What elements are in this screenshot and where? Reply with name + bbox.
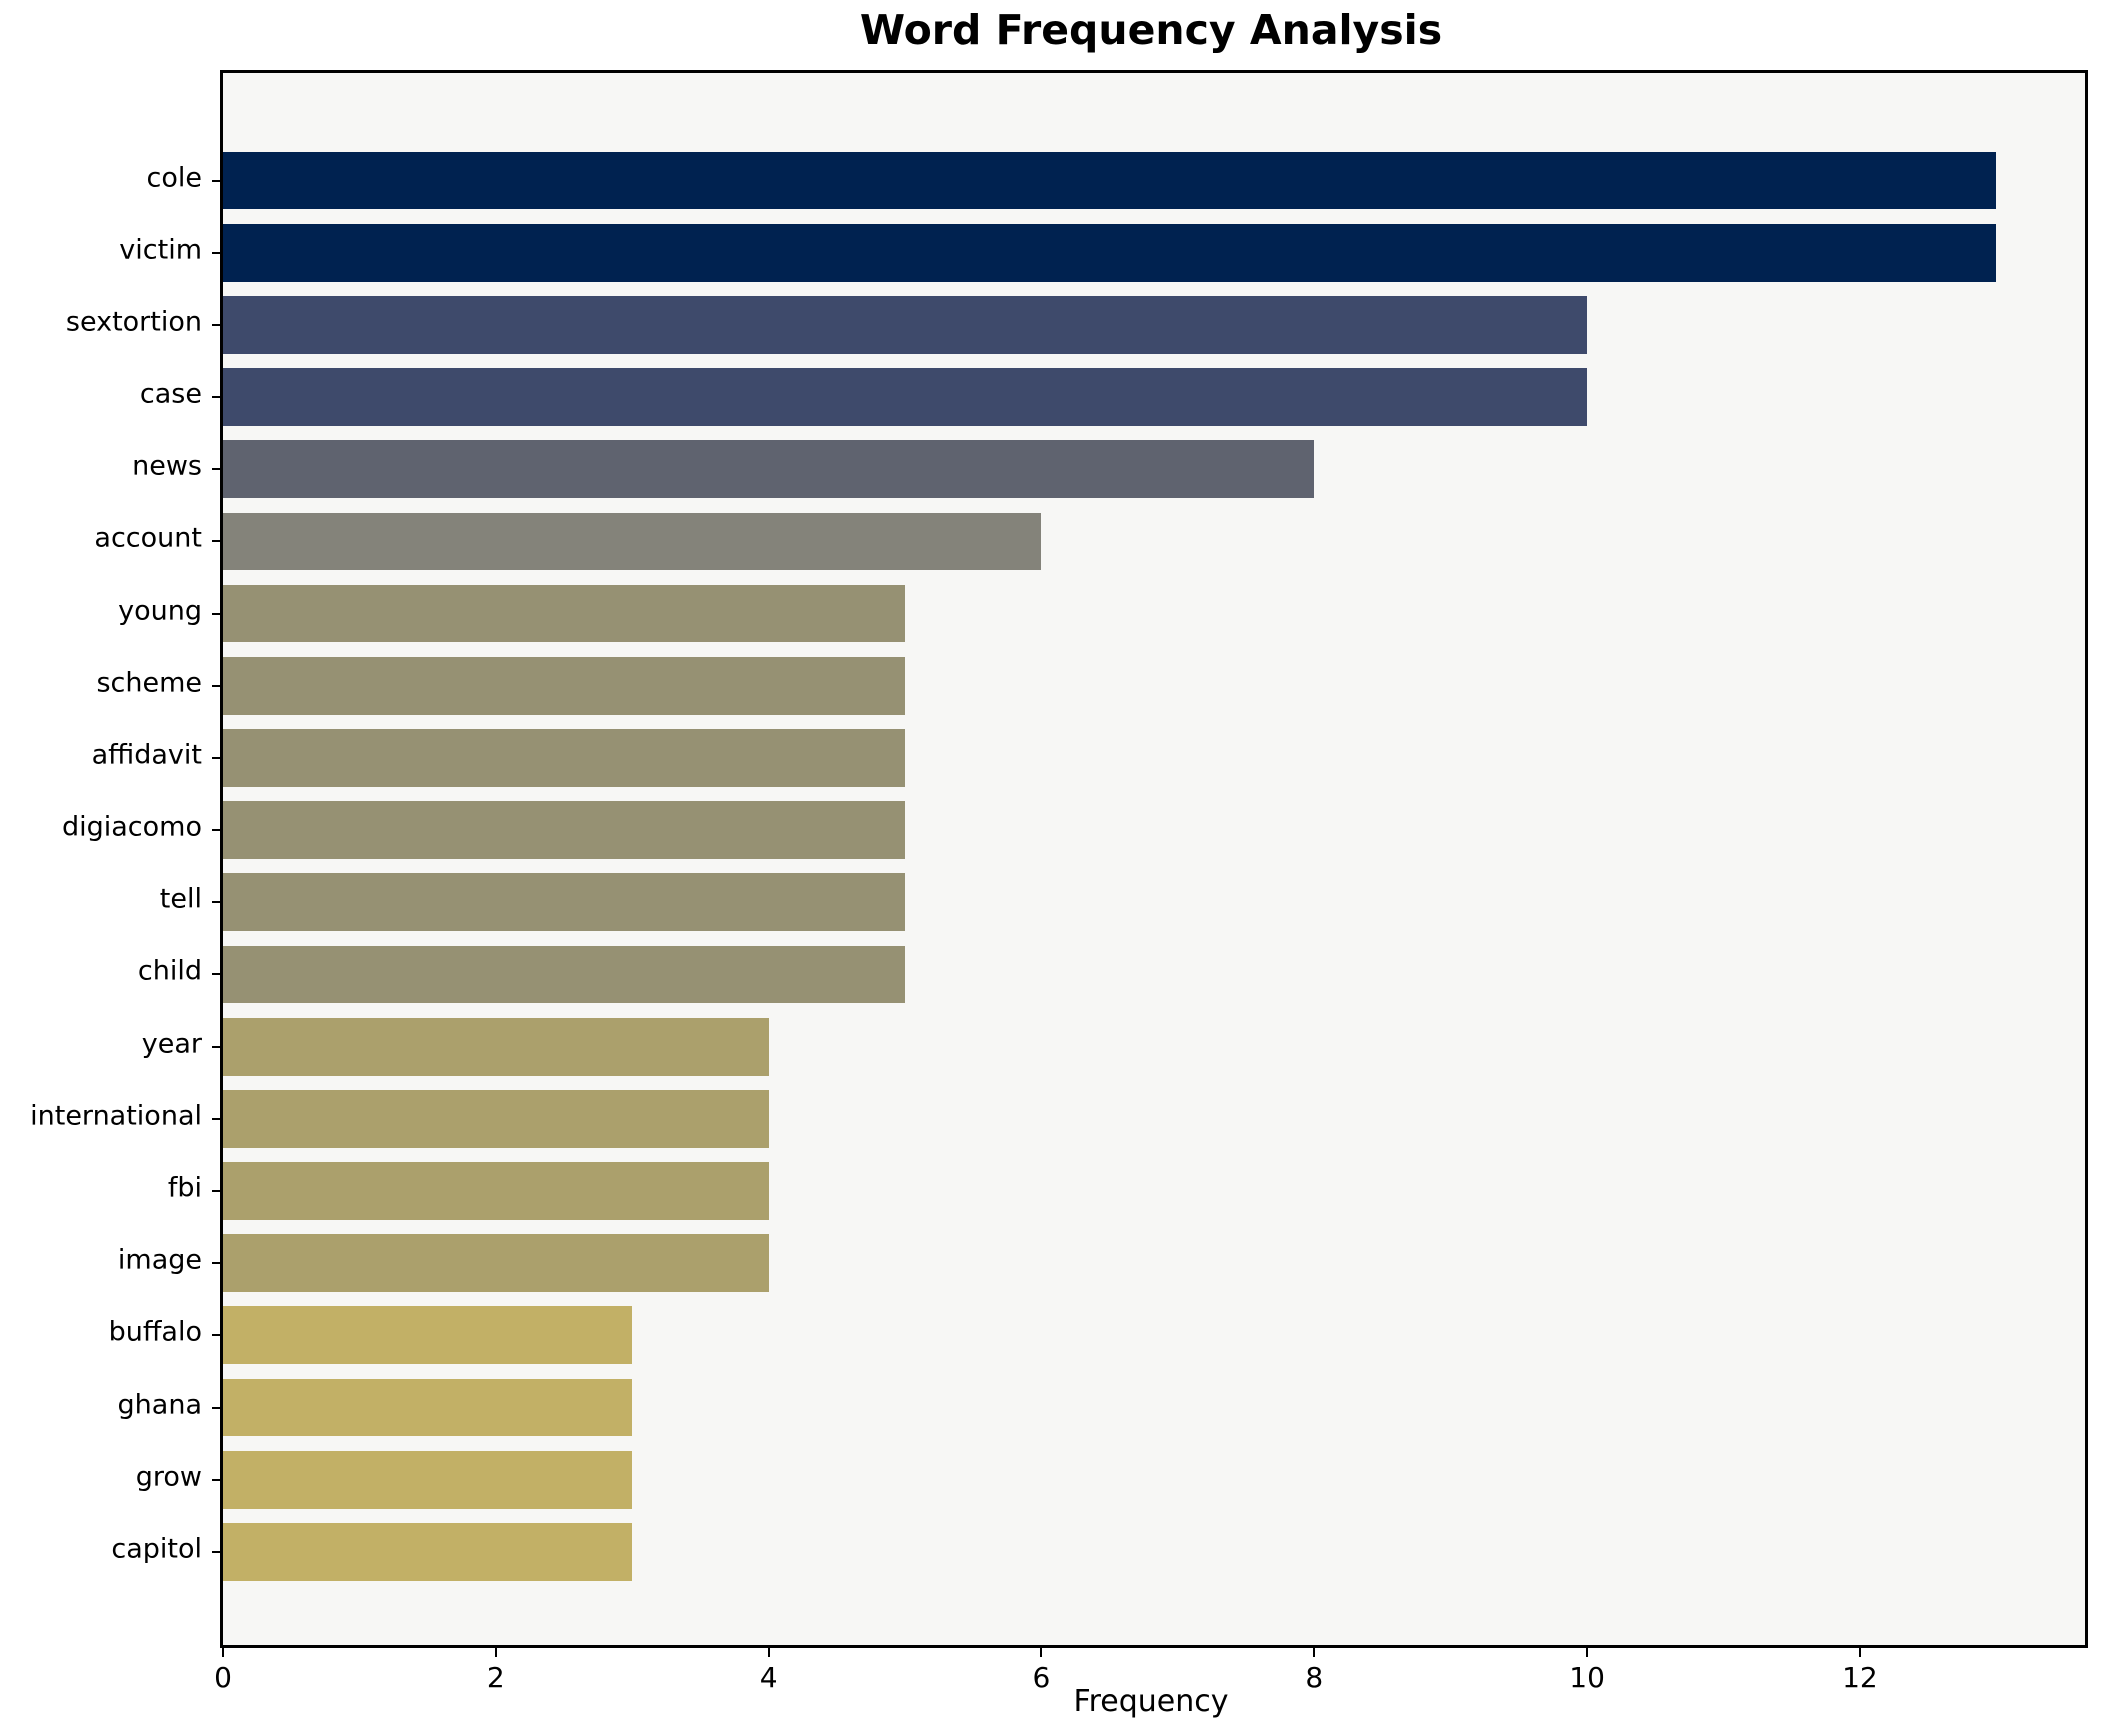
- y-tick-label-buffalo: buffalo: [108, 1316, 202, 1348]
- y-tick-label-case: case: [139, 378, 202, 410]
- x-tick-label-4: 4: [759, 1661, 778, 1694]
- bar-affidavit: [223, 729, 906, 787]
- y-tick-label-sextortion: sextortion: [65, 306, 202, 338]
- x-tick-mark: [1313, 1648, 1316, 1657]
- y-tick-label-capitol: capitol: [111, 1533, 202, 1565]
- bar-scheme: [223, 656, 906, 715]
- bar-year: [223, 1017, 769, 1076]
- y-tick-label-victim: victim: [119, 234, 202, 266]
- y-tick-mark: [212, 829, 220, 832]
- bar-news: [223, 440, 1315, 499]
- y-tick-label-child: child: [137, 955, 202, 987]
- bar-fbi: [223, 1162, 769, 1220]
- y-tick-mark: [212, 1045, 220, 1048]
- bar-grow: [223, 1450, 633, 1509]
- y-tick-mark: [212, 973, 220, 976]
- bar-buffalo: [223, 1306, 633, 1365]
- y-tick-mark: [212, 1262, 220, 1265]
- bar-child: [223, 945, 906, 1004]
- x-tick-mark: [222, 1648, 224, 1657]
- y-tick-mark: [212, 901, 220, 904]
- y-tick-label-affidavit: affidavit: [91, 739, 202, 771]
- y-tick-label-image: image: [117, 1244, 202, 1276]
- y-tick-label-fbi: fbi: [167, 1172, 202, 1204]
- bar-ghana: [223, 1378, 633, 1437]
- bar-digiacomo: [223, 801, 906, 859]
- y-tick-label-year: year: [141, 1028, 202, 1060]
- x-tick-label-0: 0: [214, 1661, 232, 1694]
- chart-title: Word Frequency Analysis: [859, 6, 1443, 54]
- y-tick-mark: [212, 251, 220, 254]
- x-axis-label: Frequency: [1073, 1684, 1229, 1719]
- y-tick-mark: [212, 1406, 220, 1409]
- bar-sextortion: [223, 296, 1588, 354]
- y-axis: cole victim sextortion case news account young…: [0, 70, 202, 1642]
- y-tick-mark: [212, 1550, 220, 1553]
- y-tick-label-news: news: [132, 450, 202, 482]
- x-tick-label-10: 10: [1569, 1661, 1605, 1694]
- y-tick-label-account: account: [94, 522, 202, 554]
- y-tick-label-young: young: [118, 595, 202, 627]
- x-tick-label-6: 6: [1032, 1661, 1051, 1694]
- x-tick-label-12: 12: [1842, 1661, 1878, 1694]
- bar-tell: [223, 873, 906, 932]
- bar-account: [223, 512, 1042, 571]
- y-tick-label-tell: tell: [159, 883, 202, 915]
- y-tick-label-scheme: scheme: [96, 667, 202, 699]
- bar-capitol: [223, 1523, 633, 1581]
- y-tick-mark: [212, 1478, 220, 1481]
- bar-case: [223, 368, 1588, 426]
- x-tick-label-2: 2: [486, 1661, 505, 1694]
- x-tick-mark: [1586, 1648, 1589, 1657]
- plot-area: 0 2 4 6 8 10 12: [212, 70, 2088, 1694]
- bar-young: [223, 584, 906, 643]
- y-tick-mark: [212, 1190, 220, 1192]
- bar-image: [223, 1234, 769, 1293]
- x-tick-label-8: 8: [1305, 1661, 1324, 1694]
- y-tick-label-grow: grow: [135, 1461, 202, 1493]
- y-tick-mark: [212, 1334, 220, 1337]
- y-tick-label-international: international: [30, 1100, 202, 1132]
- x-tick-mark: [1858, 1648, 1861, 1657]
- bar-cole: [223, 151, 1997, 210]
- y-tick-mark: [212, 1117, 220, 1120]
- x-tick-mark: [1040, 1648, 1043, 1657]
- x-tick-mark: [494, 1648, 497, 1657]
- bar-victim: [223, 223, 1997, 282]
- y-tick-mark: [212, 179, 220, 182]
- bar-international: [223, 1089, 769, 1148]
- y-tick-mark: [212, 684, 220, 687]
- y-tick-mark: [212, 323, 220, 326]
- y-tick-mark: [212, 396, 220, 399]
- y-tick-mark: [212, 468, 220, 471]
- y-tick-label-ghana: ghana: [117, 1389, 202, 1421]
- y-tick-label-cole: cole: [146, 162, 202, 194]
- x-tick-mark: [767, 1648, 770, 1657]
- y-tick-mark: [212, 756, 220, 759]
- y-tick-mark: [212, 540, 220, 543]
- y-tick-mark: [212, 612, 220, 615]
- y-tick-label-digiacomo: digiacomo: [61, 811, 202, 843]
